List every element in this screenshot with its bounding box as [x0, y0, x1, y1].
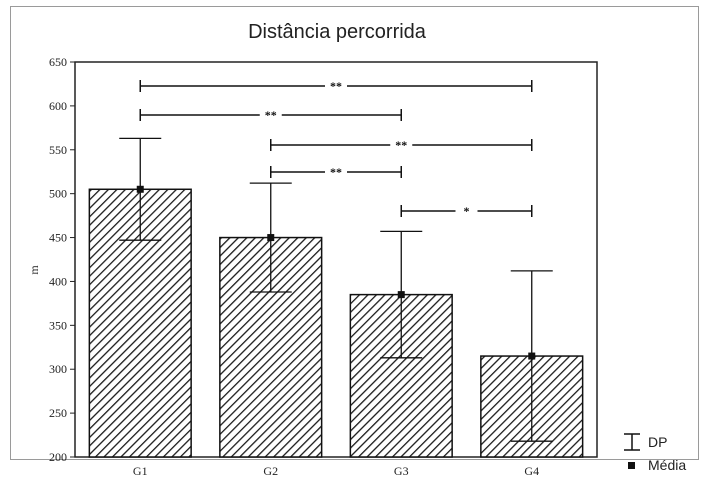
bracket-label: **	[395, 138, 407, 152]
x-tick-label: G1	[133, 464, 148, 478]
y-tick-label: 550	[49, 143, 67, 157]
mean-marker	[136, 185, 144, 193]
legend-sd-icon	[624, 433, 640, 451]
bracket-label: **	[330, 79, 342, 93]
y-axis-label: m	[27, 265, 41, 275]
x-tick-label: G4	[524, 464, 539, 478]
y-tick-label: 250	[49, 406, 67, 420]
significance-brackets: *********	[139, 79, 533, 218]
mean-marker	[267, 234, 275, 242]
bracket-label-bg	[390, 138, 413, 151]
y-tick-label: 500	[49, 187, 67, 201]
significance-bracket: **	[270, 165, 402, 179]
chart-title: Distância percorrida	[248, 21, 427, 43]
y-axis: 200 250 300 350 400 450 500 550 600 650	[49, 55, 75, 464]
significance-bracket: **	[139, 79, 533, 93]
y-tick-label: 450	[49, 231, 67, 245]
bracket-label-bg	[455, 204, 478, 217]
bracket-label-bg	[325, 165, 347, 178]
x-axis: G1 G2 G3 G4	[133, 464, 539, 478]
chart-frame	[10, 6, 699, 460]
y-tick-label: 350	[49, 318, 67, 332]
bracket-label-bg	[259, 108, 282, 121]
bracket-label: **	[330, 165, 342, 179]
y-tick-label: 400	[49, 274, 67, 288]
mean-marker	[528, 352, 536, 360]
y-tick-label: 300	[49, 362, 67, 376]
y-tick-label: 200	[49, 450, 67, 464]
bracket-label-bg	[325, 79, 347, 92]
plot-area	[74, 61, 598, 458]
legend-mean-icon	[628, 462, 635, 469]
y-tick-label: 650	[49, 55, 67, 69]
y-tick-label: 600	[49, 99, 67, 113]
significance-bracket: **	[139, 108, 402, 122]
x-tick-label: G3	[394, 464, 409, 478]
legend: DP Média	[624, 433, 686, 473]
legend-mean-label: Média	[648, 457, 686, 473]
bracket-label: **	[265, 108, 277, 122]
bars-group	[88, 137, 584, 458]
mean-marker	[397, 291, 405, 299]
significance-bracket: *	[400, 204, 533, 218]
bracket-label: *	[464, 204, 470, 218]
x-tick-label: G2	[263, 464, 278, 478]
legend-sd-label: DP	[648, 434, 667, 450]
significance-bracket: **	[270, 138, 533, 152]
